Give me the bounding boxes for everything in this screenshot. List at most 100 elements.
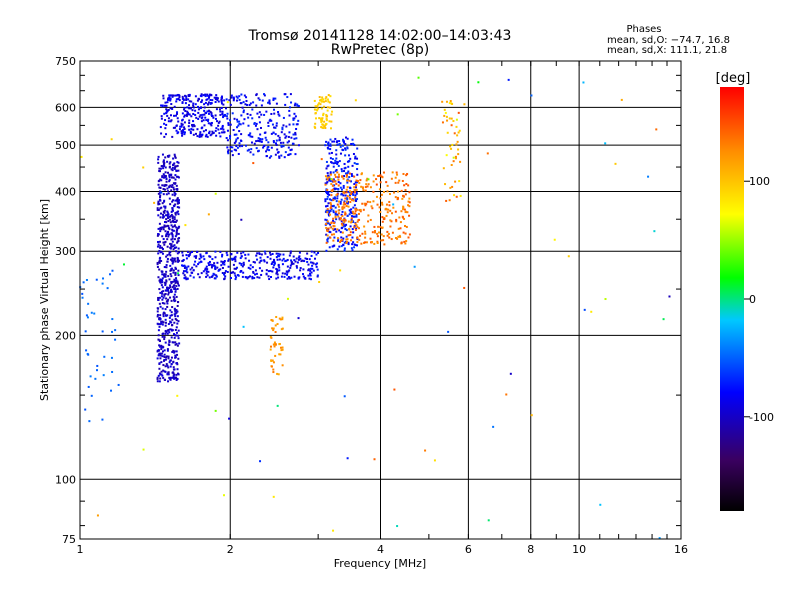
data-point [272,141,275,144]
data-point [326,98,329,101]
data-point [168,340,171,343]
data-point [358,209,361,212]
data-point [173,377,176,380]
data-point [404,242,407,245]
data-point [162,167,165,170]
data-point [367,178,370,181]
y-tick-label: 400 [55,185,76,198]
data-point [206,274,209,277]
data-point [177,357,180,360]
data-point [396,190,399,193]
x-tick-label: 8 [527,543,534,556]
data-point [330,233,333,236]
data-point [176,259,179,262]
data-point [178,96,181,99]
data-point [168,233,171,236]
data-point [359,179,362,182]
data-point [220,95,223,98]
data-point [459,194,462,197]
data-point [250,148,253,151]
data-point [327,237,330,240]
data-point [168,176,171,179]
data-point [95,278,98,281]
data-point [217,100,220,103]
data-point [171,237,174,240]
data-point [164,292,167,295]
data-point [184,276,187,279]
data-point [157,276,160,279]
data-point [553,238,556,241]
data-point [356,198,359,201]
data-point [195,255,198,258]
data-point [178,99,181,102]
data-point [403,217,406,220]
data-point [198,261,201,264]
data-point [505,393,508,396]
data-point [171,94,174,97]
data-point [184,109,187,112]
data-point [167,213,170,216]
data-point [181,101,184,104]
data-point [279,141,282,144]
data-point [271,253,274,256]
data-point [157,296,160,299]
data-point [350,218,353,221]
data-point [376,232,379,235]
data-point [380,233,383,236]
data-point [327,175,330,178]
data-point [241,145,244,148]
data-point [344,197,347,200]
data-point [102,277,105,280]
data-point [463,103,466,106]
data-point [173,225,176,228]
data-point [277,113,280,116]
data-point [292,262,295,265]
data-point [348,228,351,231]
data-point [408,214,411,217]
data-point [335,149,338,152]
data-point [344,194,347,197]
data-point [172,349,175,352]
data-point [658,537,661,540]
data-point [313,125,316,128]
data-point [240,218,243,221]
data-point [297,105,300,108]
data-point [170,290,173,293]
data-point [278,266,281,269]
data-point [342,206,345,209]
data-point [353,246,356,249]
data-point [336,193,339,196]
data-point [450,117,453,120]
data-point [358,218,361,221]
data-point [264,131,267,134]
data-point [158,279,161,282]
data-point [175,285,178,288]
data-point [165,233,168,236]
data-point [156,313,159,316]
data-point [668,295,671,298]
data-point [321,123,324,126]
data-point [165,218,168,221]
data-point [274,343,277,346]
data-point [226,146,229,149]
data-point [275,315,278,318]
data-point [301,259,304,262]
data-point [339,182,342,185]
data-point [452,120,455,123]
data-point [162,226,165,229]
data-point [348,194,351,197]
data-point [225,251,228,254]
data-point [208,255,211,258]
data-point [445,100,448,103]
data-point [196,128,199,131]
data-point [163,266,166,269]
data-point [80,155,83,158]
data-point [271,270,274,273]
data-point [172,126,175,129]
data-point [208,264,211,267]
data-point [287,135,290,138]
data-point [379,210,382,213]
data-point [346,172,349,175]
data-point [355,215,358,218]
data-point [203,258,206,261]
